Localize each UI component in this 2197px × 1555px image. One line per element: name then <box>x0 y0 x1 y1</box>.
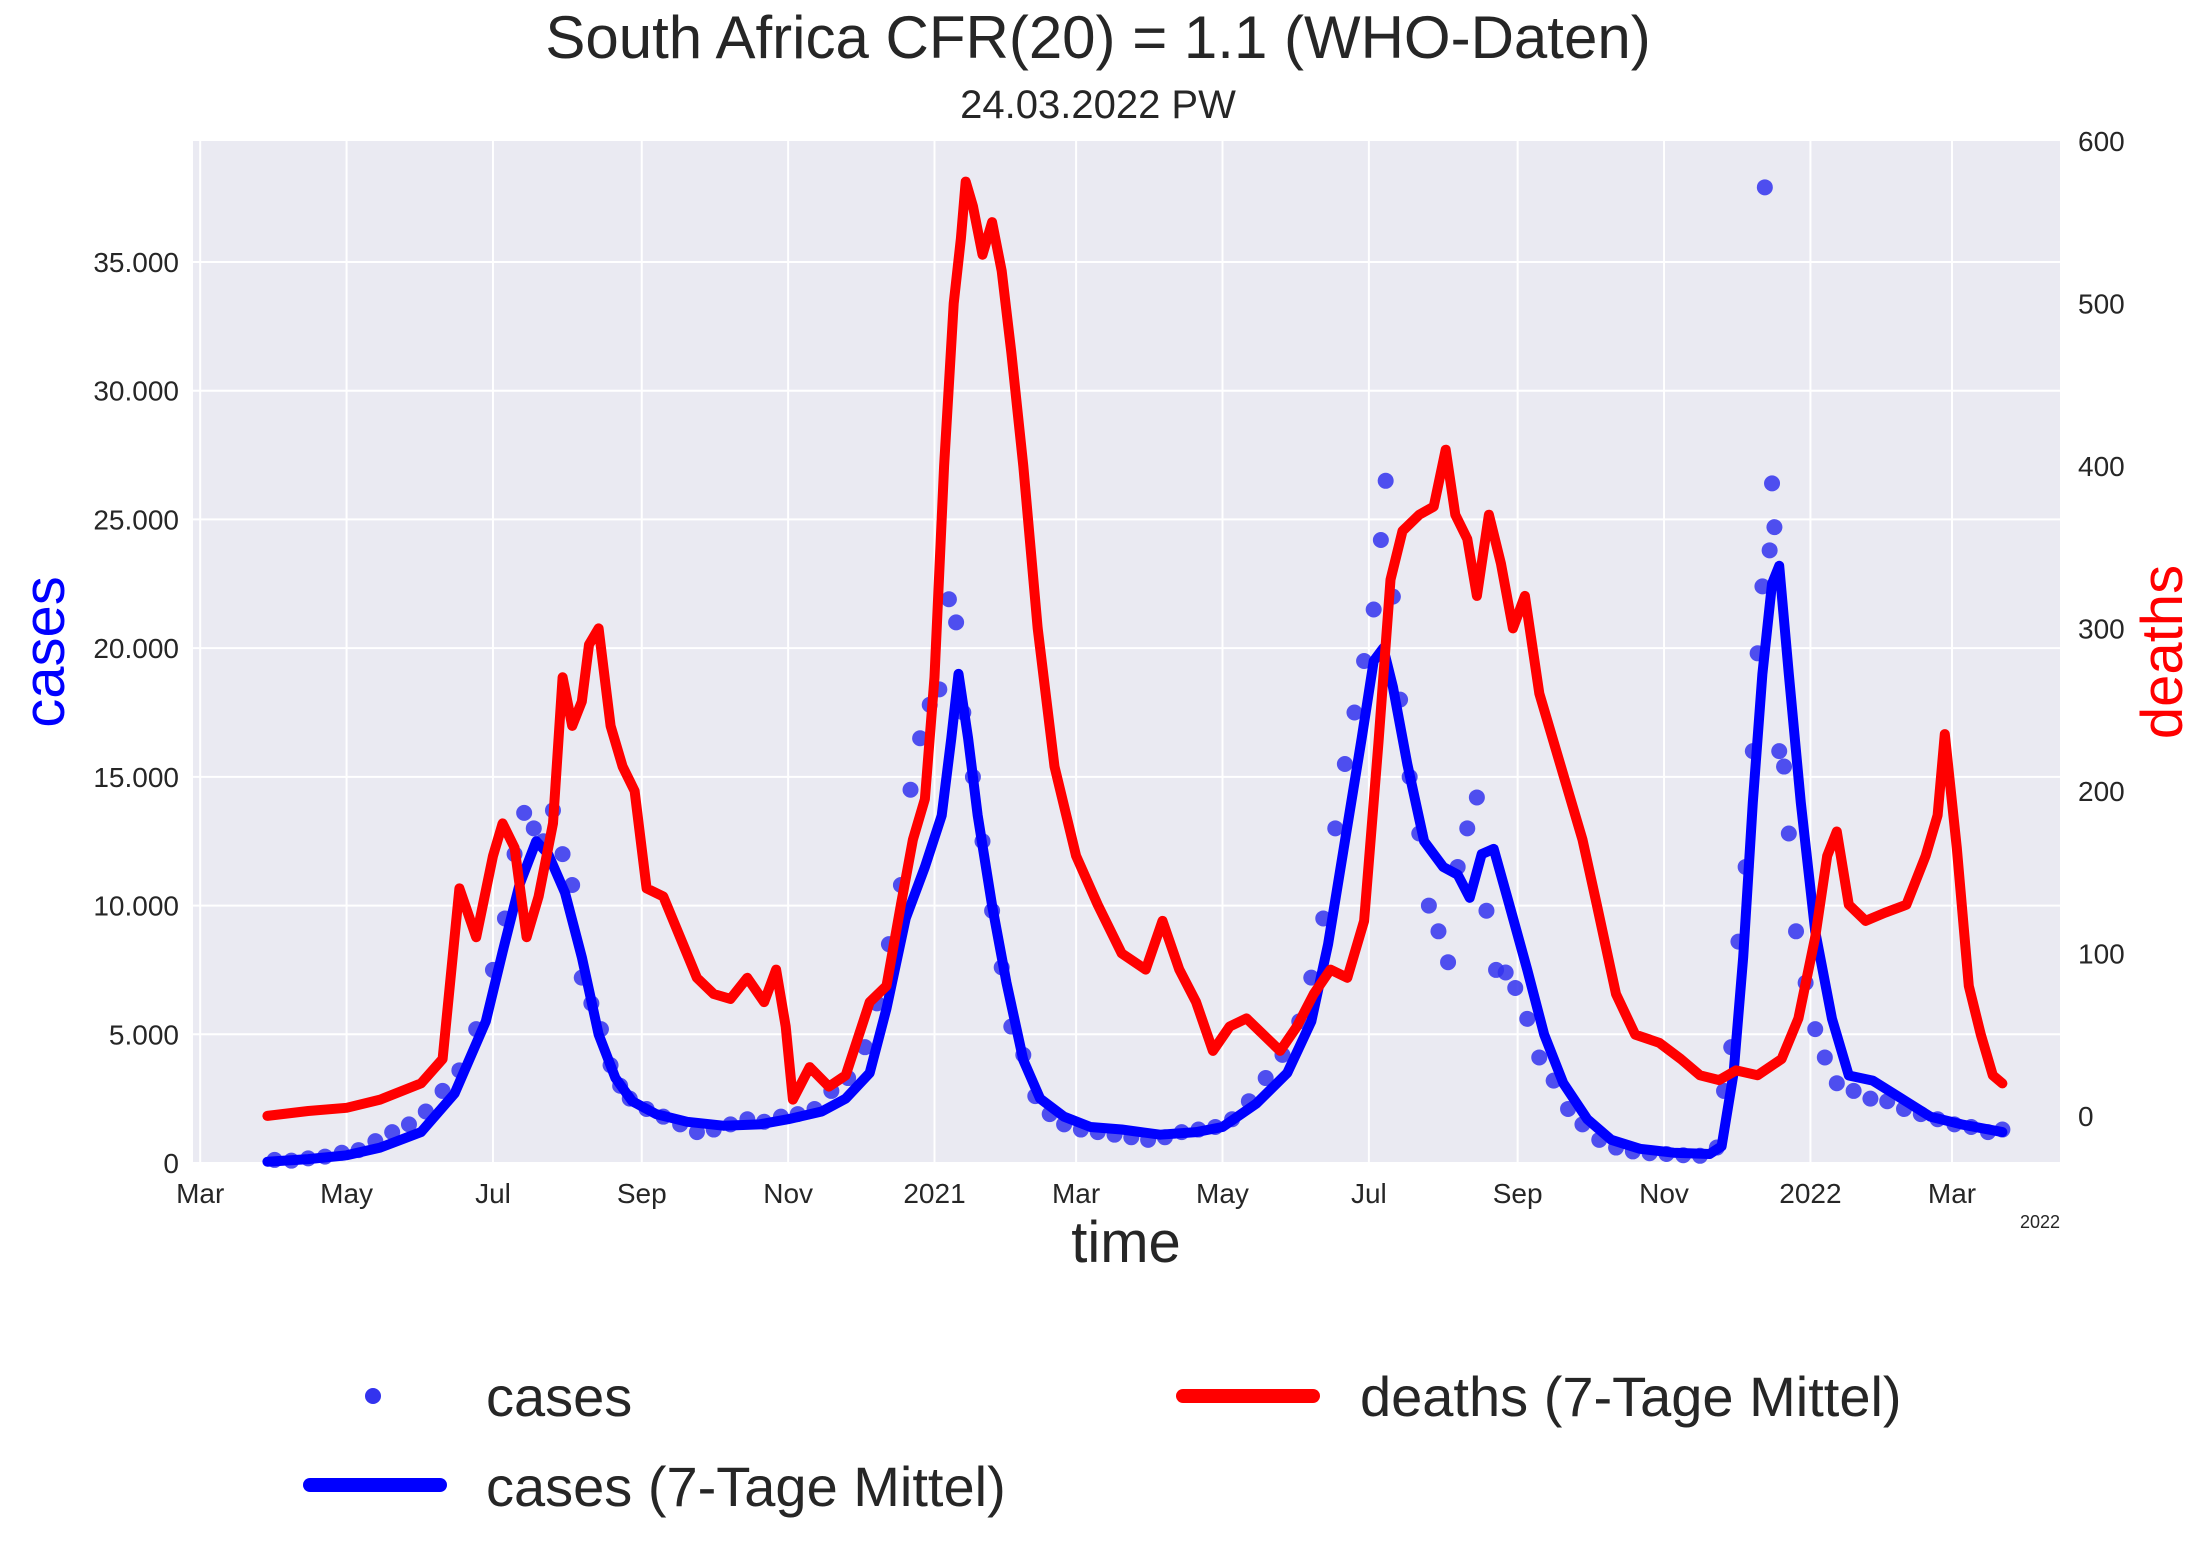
cases-point <box>912 730 929 747</box>
cases-point <box>1764 475 1781 492</box>
right-tick-label: 200 <box>2078 776 2125 807</box>
cases-point <box>1519 1010 1536 1027</box>
x-tick-label: Mar <box>176 1178 224 1209</box>
cases-point <box>940 591 957 608</box>
cases-point <box>1377 472 1394 489</box>
legend-label-cases-line: cases (7-Tage Mittel) <box>486 1455 1006 1518</box>
cases-point <box>1346 704 1363 721</box>
cases-point <box>1430 923 1447 940</box>
cases-point <box>1420 897 1437 914</box>
right-axis-ticks: 0 100 200 300 400 500 600 <box>2078 126 2125 1132</box>
x-tick-label: May <box>320 1178 373 1209</box>
x-tick-label: Sep <box>617 1178 667 1209</box>
grid <box>193 141 2060 1164</box>
cases-point <box>525 820 542 837</box>
chart-subtitle: 24.03.2022 PW <box>960 83 1236 127</box>
left-tick-label: 5.000 <box>109 1019 179 1050</box>
x-axis-ticks: Mar May Jul Sep Nov 2021 Mar May Jul Sep Nov 2022 Ma… <box>176 1178 1976 1209</box>
legend-label-cases: cases <box>486 1365 632 1428</box>
x-tick-label: Jul <box>475 1178 511 1209</box>
right-tick-label: 300 <box>2078 613 2125 644</box>
cases-7day-line <box>262 560 2008 1167</box>
cases-point <box>554 846 571 863</box>
x-tick-label: Jul <box>1351 1178 1387 1209</box>
left-tick-label: 10.000 <box>93 891 179 922</box>
cases-point <box>1478 902 1495 919</box>
x-tick-label: Mar <box>1052 1178 1100 1209</box>
chart-title: South Africa CFR(20) = 1.1 (WHO-Daten) <box>545 4 1650 71</box>
x-tick-label: May <box>1196 1178 1249 1209</box>
legend: cases cases (7-Tage Mittel) deaths (7-Ta… <box>303 1365 1902 1518</box>
cases-point <box>384 1124 401 1141</box>
line-series <box>262 176 2008 1167</box>
left-tick-label: 0 <box>163 1148 179 1179</box>
cases-point <box>1440 954 1457 971</box>
x-tick-label: Sep <box>1493 1178 1543 1209</box>
cases-point <box>1862 1090 1879 1107</box>
cases-point <box>948 614 965 631</box>
cases-point <box>1372 532 1389 549</box>
legend-marker-cases <box>365 1388 381 1404</box>
cases-point <box>1816 1049 1833 1066</box>
cases-point <box>1845 1082 1862 1099</box>
left-tick-label: 15.000 <box>93 762 179 793</box>
left-tick-label: 25.000 <box>93 504 179 535</box>
cases-point <box>1761 542 1778 559</box>
cases-point <box>1756 179 1773 196</box>
cases-point <box>1771 743 1788 760</box>
cases-point <box>1459 820 1476 837</box>
cases-point <box>400 1116 417 1133</box>
x-tick-label: Nov <box>1639 1178 1689 1209</box>
cases-point <box>902 781 919 798</box>
left-tick-label: 20.000 <box>93 633 179 664</box>
right-tick-label: 0 <box>2078 1101 2094 1132</box>
left-axis-label: cases <box>12 576 77 728</box>
x-tick-label: Nov <box>763 1178 813 1209</box>
right-tick-label: 500 <box>2078 288 2125 319</box>
cases-point <box>1766 519 1783 536</box>
cases-point <box>1468 789 1485 806</box>
deaths-7day-line <box>262 176 2008 1121</box>
cases-point <box>1828 1075 1845 1092</box>
right-tick-label: 400 <box>2078 451 2125 482</box>
left-axis-ticks: 0 5.000 10.000 15.000 20.000 25.000 30.000 35.0… <box>93 247 179 1179</box>
cases-point <box>1531 1049 1548 1066</box>
cases-point <box>1257 1070 1274 1087</box>
right-tick-label: 600 <box>2078 126 2125 157</box>
left-tick-label: 35.000 <box>93 247 179 278</box>
left-tick-label: 30.000 <box>93 376 179 407</box>
right-axis-label: deaths <box>2130 565 2195 739</box>
cases-point <box>1327 820 1344 837</box>
x-axis-label: time <box>1071 1210 1181 1275</box>
cases-point <box>1507 979 1524 996</box>
x-tick-label: 2021 <box>903 1178 965 1209</box>
legend-label-deaths-line: deaths (7-Tage Mittel) <box>1360 1365 1902 1428</box>
cases-point <box>1365 601 1382 618</box>
cases-point <box>1788 923 1805 940</box>
plot-area <box>193 141 2060 1163</box>
x-axis-offset-label: 2022 <box>2020 1212 2060 1232</box>
cases-point <box>434 1082 451 1099</box>
right-tick-label: 100 <box>2078 938 2125 969</box>
x-tick-label: 2022 <box>1779 1178 1841 1209</box>
cases-point <box>1776 758 1793 775</box>
cases-point <box>1780 825 1797 842</box>
cases-point <box>1807 1021 1824 1038</box>
cases-point <box>1336 755 1353 772</box>
cases-point <box>516 804 533 821</box>
cases-point <box>1497 964 1514 981</box>
x-tick-label: Mar <box>1928 1178 1976 1209</box>
